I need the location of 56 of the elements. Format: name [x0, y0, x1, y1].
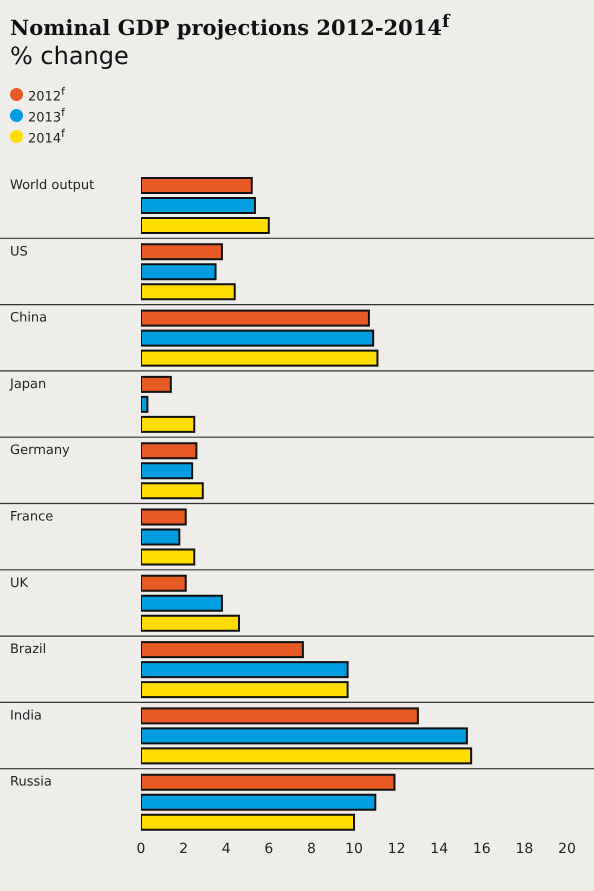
- y-tick-label: US: [10, 244, 28, 260]
- bar: [141, 548, 196, 566]
- x-tick-label: 4: [222, 840, 231, 857]
- y-tick-label: Japan: [9, 376, 46, 392]
- bar: [141, 416, 196, 433]
- y-tick-label: China: [10, 310, 48, 326]
- legend-label: 2013$^{f}$: [28, 106, 65, 126]
- bar: [141, 641, 304, 658]
- bar: [141, 774, 396, 791]
- bar: [141, 614, 240, 632]
- bar: [141, 482, 204, 500]
- bar: [141, 376, 172, 393]
- bar: [141, 508, 187, 526]
- bar: [141, 528, 180, 546]
- y-tick-label: France: [10, 510, 54, 524]
- y-tick-label: World output: [10, 178, 94, 193]
- x-tick-label: 18: [515, 840, 534, 857]
- y-tick-label: UK: [10, 576, 29, 591]
- bar: [141, 747, 472, 764]
- x-tick-label: 8: [306, 840, 316, 857]
- x-tick-label: 16: [472, 840, 491, 857]
- x-tick-label: 2: [179, 840, 188, 857]
- bar: [141, 263, 217, 280]
- bar: [141, 661, 349, 678]
- y-tick-label: Brazil: [10, 642, 46, 658]
- bar: [141, 177, 253, 194]
- bar: [141, 814, 355, 831]
- legend-label: 2012$^{f}$: [28, 84, 65, 104]
- bar: [141, 350, 378, 367]
- bar: [141, 707, 419, 724]
- bar: [141, 794, 376, 811]
- y-tick-label: Russia: [10, 774, 52, 790]
- y-tick-label: Germany: [10, 443, 70, 458]
- bar: [141, 197, 256, 214]
- bar: [141, 462, 194, 480]
- x-tick-label: 20: [558, 840, 576, 857]
- x-tick-label: 0: [136, 840, 146, 857]
- y-tick-label: India: [10, 708, 42, 724]
- bar: [141, 217, 270, 234]
- bar: [141, 310, 370, 327]
- bar: [141, 594, 223, 612]
- x-tick-label: 6: [264, 840, 274, 857]
- bar: [141, 243, 223, 260]
- bar: [141, 283, 236, 300]
- bar: [141, 727, 468, 744]
- x-tick-label: 10: [345, 840, 363, 857]
- bar: [141, 442, 198, 460]
- bar: [141, 681, 349, 698]
- chart-subtitle: % change: [10, 42, 129, 70]
- chart-title: Nominal GDP projections 2012-2014$^{f}$: [10, 12, 450, 40]
- bar: [141, 396, 148, 413]
- bar: [141, 330, 374, 347]
- legend-label: 2014$^{f}$: [28, 126, 65, 146]
- x-tick-label: 14: [430, 840, 448, 857]
- x-tick-label: 12: [388, 840, 406, 857]
- bar: [141, 574, 187, 592]
